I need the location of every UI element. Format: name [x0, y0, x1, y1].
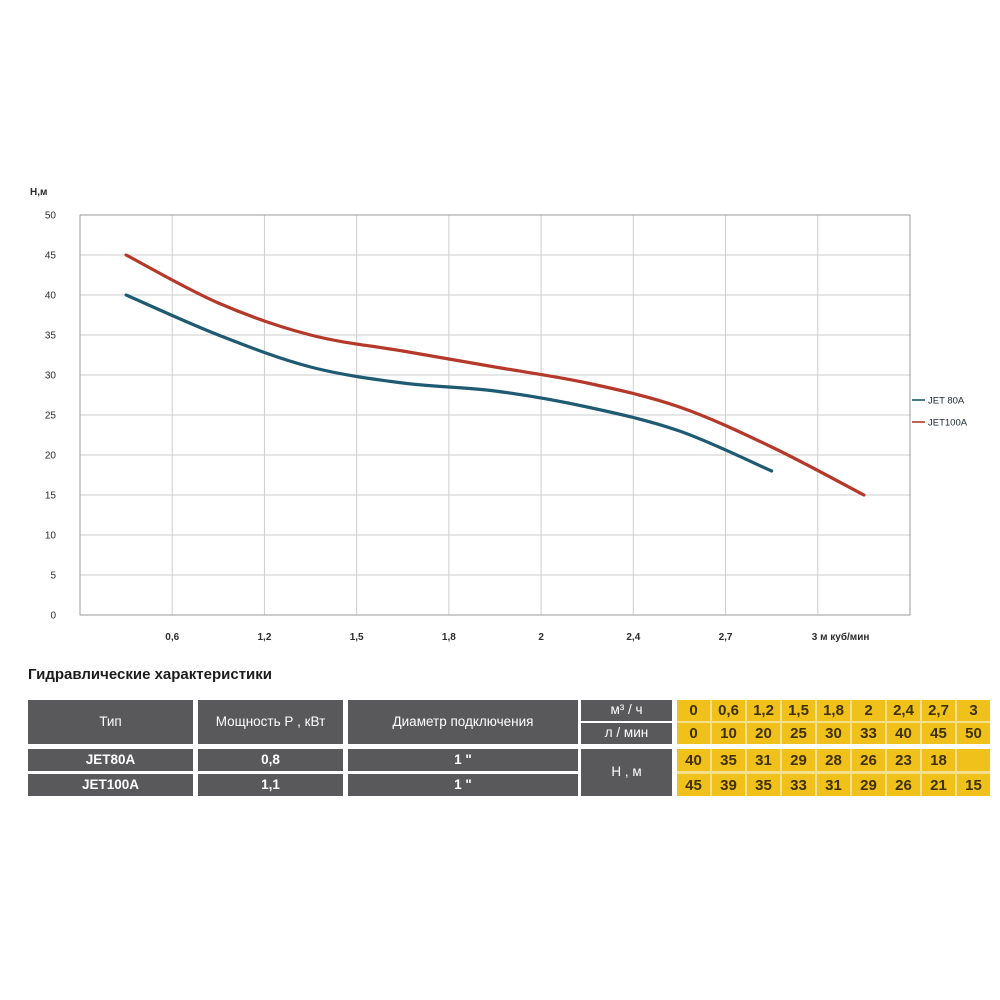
- flow-lmin-cell: 33: [852, 723, 885, 744]
- head-value-cell: 23: [887, 749, 920, 771]
- y-tick-label: 25: [45, 411, 57, 422]
- flow-lmin-cell: 40: [887, 723, 920, 744]
- y-tick-label: 30: [45, 371, 57, 382]
- flow-lmin-row: 0 10 20 25 30 33 40 45 50: [677, 723, 990, 744]
- flow-m3h-cell: 1,8: [817, 700, 850, 721]
- flow-lmin-cell: 50: [957, 723, 990, 744]
- head-value-cell: 28: [817, 749, 850, 771]
- flow-lmin-cell: 30: [817, 723, 850, 744]
- curve-jet100a: [124, 253, 866, 497]
- header-cell-type: Тип: [28, 700, 193, 744]
- head-value-cell: 31: [817, 774, 850, 796]
- flow-m3h-cell: 0: [677, 700, 710, 721]
- flow-lmin-cell: 10: [712, 723, 745, 744]
- head-value-cell: 35: [747, 774, 780, 796]
- header-cell-flow-m3h: м³ / ч: [581, 700, 672, 721]
- head-value-cell: 21: [922, 774, 955, 796]
- head-value-cell: 40: [677, 749, 710, 771]
- row-jet80a-power: 0,8: [198, 749, 343, 771]
- header-cell-head: Н , м: [581, 749, 672, 796]
- head-value-cell: 29: [782, 749, 815, 771]
- x-tick-label: 1,8: [442, 632, 456, 643]
- x-tick-label: 1,5: [350, 632, 364, 643]
- x-tick-label: 0,6: [165, 632, 179, 643]
- row-jet100a-type: JET100A: [28, 774, 193, 796]
- legend-label: JET100A: [928, 418, 968, 429]
- x-tick-label: 1,2: [257, 632, 271, 643]
- y-tick-label: 10: [45, 531, 57, 542]
- hydraulic-table-section: Гидравлические характеристики Тип Мощнос…: [0, 660, 1000, 1000]
- x-tick-label: 2,4: [626, 632, 640, 643]
- y-tick-label: 5: [50, 571, 56, 582]
- flow-m3h-cell: 3: [957, 700, 990, 721]
- chart-section: Н,м 0 5 10 15 20 25 30 35 40 45 50 0,6 1,2 1,5 1,8 2 2,4 2…: [30, 187, 968, 643]
- header-cell-power: Мощность Р , кВт: [198, 700, 343, 744]
- pump-curves-chart: Н,м 0 5 10 15 20 25 30 35 40 45 50 0,6 1,2 1,5 1,8 2 2,4 2…: [30, 187, 968, 643]
- flow-m3h-cell: 2,4: [887, 700, 920, 721]
- row-jet80a-type: JET80A: [28, 749, 193, 771]
- curve-jet80a: [124, 293, 774, 473]
- flow-m3h-cell: 2: [852, 700, 885, 721]
- plot-border: [79, 214, 911, 616]
- head-value-cell: 45: [677, 774, 710, 796]
- head-value-cell: 29: [852, 774, 885, 796]
- row-jet80a-diameter: 1 ": [348, 749, 578, 771]
- head-value-cell: 15: [957, 774, 990, 796]
- flow-lmin-cell: 20: [747, 723, 780, 744]
- header-cell-diameter: Диаметр подключения: [348, 700, 578, 744]
- head-row-jet100a: 45 39 35 33 31 29 26 21 15: [677, 774, 990, 796]
- head-value-cell: [957, 749, 990, 771]
- head-value-cell: 39: [712, 774, 745, 796]
- flow-m3h-cell: 0,6: [712, 700, 745, 721]
- head-value-cell: 35: [712, 749, 745, 771]
- section-title: Гидравлические характеристики: [28, 666, 272, 683]
- head-row-jet80a: 40 35 31 29 28 26 23 18: [677, 749, 990, 771]
- y-tick-label: 20: [45, 451, 57, 462]
- y-tick-label: 35: [45, 331, 57, 342]
- flow-lmin-cell: 0: [677, 723, 710, 744]
- head-value-cell: 33: [782, 774, 815, 796]
- header-cell-flow-lmin: л / мин: [581, 723, 672, 744]
- head-value-cell: 31: [747, 749, 780, 771]
- flow-m3h-cell: 1,5: [782, 700, 815, 721]
- y-tick-label: 50: [45, 211, 57, 222]
- head-value-cell: 18: [922, 749, 955, 771]
- flow-m3h-cell: 1,2: [747, 700, 780, 721]
- flow-lmin-cell: 45: [922, 723, 955, 744]
- flow-m3h-cell: 2,7: [922, 700, 955, 721]
- x-tick-label: 2: [538, 632, 544, 643]
- y-tick-label: 40: [45, 291, 57, 302]
- head-value-cell: 26: [852, 749, 885, 771]
- y-axis-title: Н,м: [30, 187, 47, 198]
- flow-lmin-cell: 25: [782, 723, 815, 744]
- row-jet100a-power: 1,1: [198, 774, 343, 796]
- y-tick-label: 15: [45, 491, 57, 502]
- legend-label: JET 80A: [928, 396, 965, 407]
- x-axis-unit-label: 3 м куб/мин: [812, 631, 870, 643]
- row-jet100a-diameter: 1 ": [348, 774, 578, 796]
- y-tick-label: 45: [45, 251, 57, 262]
- head-value-cell: 26: [887, 774, 920, 796]
- x-tick-label: 2,7: [719, 632, 733, 643]
- flow-m3h-row: 0 0,6 1,2 1,5 1,8 2 2,4 2,7 3: [677, 700, 990, 721]
- y-tick-label: 0: [50, 611, 56, 622]
